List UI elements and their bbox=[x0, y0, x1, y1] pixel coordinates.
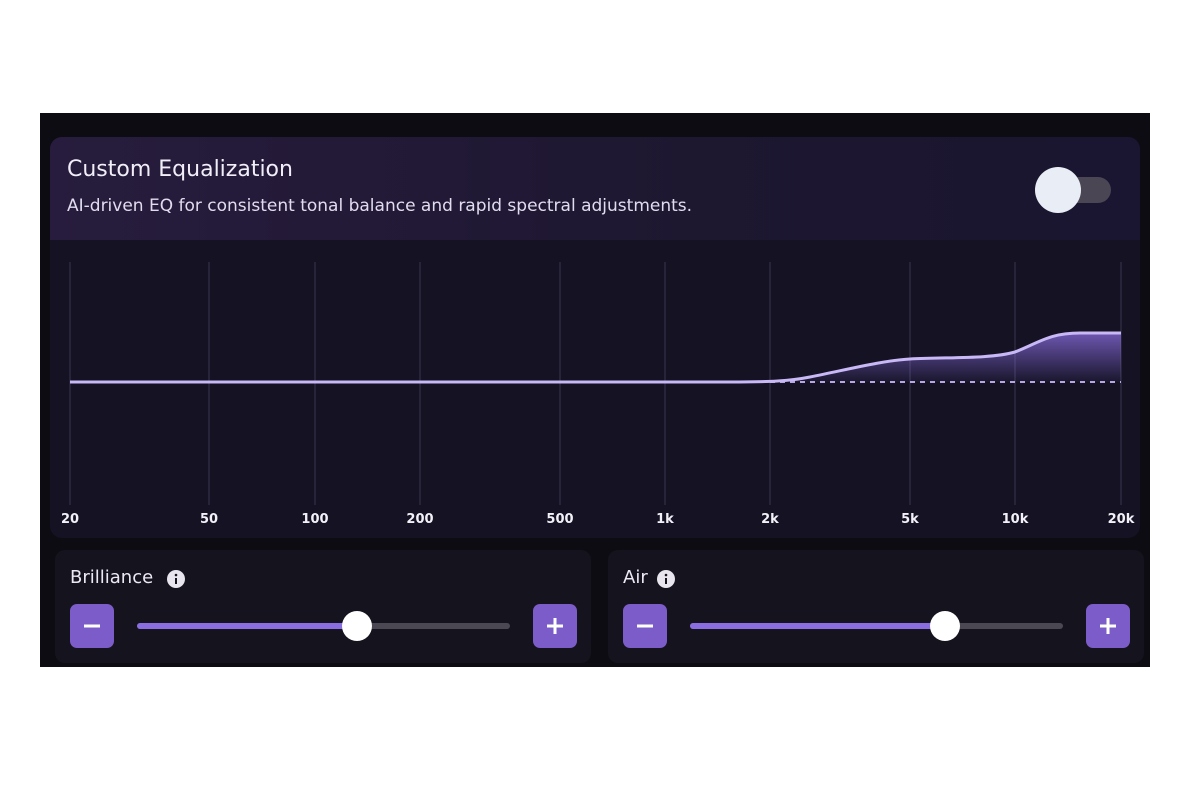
slider-thumb[interactable] bbox=[930, 611, 960, 641]
slider-track[interactable] bbox=[137, 611, 510, 641]
slider-fill bbox=[137, 623, 357, 629]
info-icon[interactable] bbox=[657, 570, 675, 588]
subtitle: AI-driven EQ for consistent tonal balanc… bbox=[67, 196, 693, 216]
frequency-label: 1k bbox=[656, 512, 674, 527]
eq-area bbox=[730, 333, 1121, 382]
frequency-label: 50 bbox=[200, 512, 218, 527]
eq-header: Custom Equalization AI-driven EQ for con… bbox=[50, 137, 1140, 240]
frequency-labels: 20 50 100 200 500 1k 2k 5k 10k 20k bbox=[61, 512, 1135, 527]
info-icon[interactable] bbox=[167, 570, 185, 588]
slider-fill bbox=[690, 623, 945, 629]
increase-button[interactable] bbox=[533, 604, 577, 648]
eq-card: Custom Equalization AI-driven EQ for con… bbox=[50, 137, 1140, 538]
eq-graph: 20 50 100 200 500 1k 2k 5k 10k 20k bbox=[61, 262, 1135, 527]
increase-button[interactable] bbox=[1086, 604, 1130, 648]
decrease-button[interactable] bbox=[70, 604, 114, 648]
toggle[interactable] bbox=[1035, 167, 1113, 213]
air-panel: Air bbox=[608, 550, 1144, 663]
frequency-label: 5k bbox=[901, 512, 919, 527]
eq-curve bbox=[70, 331, 1121, 384]
frequency-label: 100 bbox=[301, 512, 328, 527]
app: Custom Equalization AI-driven EQ for con… bbox=[40, 113, 1150, 667]
frequency-label: 2k bbox=[761, 512, 779, 527]
slider-track[interactable] bbox=[690, 611, 1063, 641]
frequency-label: 20 bbox=[61, 512, 79, 527]
control-label: Air bbox=[623, 567, 648, 588]
frequency-label: 20k bbox=[1108, 512, 1135, 527]
frequency-label: 10k bbox=[1002, 512, 1029, 527]
toggle-knob bbox=[1035, 167, 1081, 213]
decrease-button[interactable] bbox=[623, 604, 667, 648]
slider-thumb[interactable] bbox=[342, 611, 372, 641]
frequency-label: 500 bbox=[546, 512, 573, 527]
frequency-label: 200 bbox=[406, 512, 433, 527]
brilliance-panel: Brilliance bbox=[55, 550, 591, 663]
title: Custom Equalization bbox=[67, 157, 293, 182]
control-label: Brilliance bbox=[70, 567, 154, 588]
